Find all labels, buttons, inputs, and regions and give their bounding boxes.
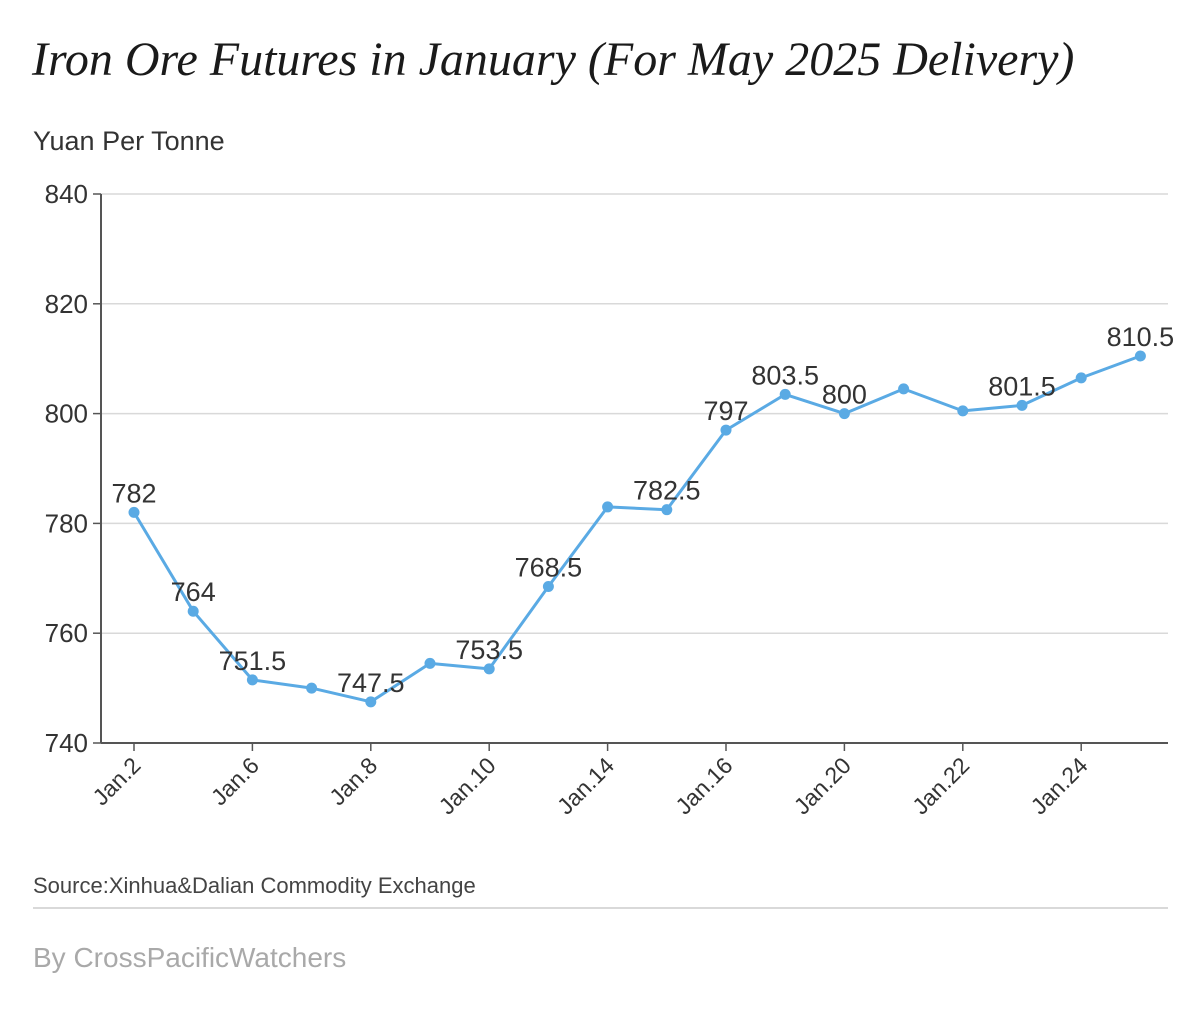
y-tick-label: 780	[45, 508, 88, 538]
series-line	[128, 350, 1146, 708]
data-point	[898, 383, 910, 395]
y-tick-label: 760	[45, 618, 88, 648]
data-label: 800	[822, 380, 867, 410]
data-point	[246, 674, 258, 686]
data-label: 768.5	[515, 553, 583, 583]
series-path	[132, 354, 1142, 704]
source-note: Source:Xinhua&Dalian Commodity Exchange	[33, 873, 476, 898]
data-point	[306, 682, 318, 694]
x-tick-label: Jan.10	[434, 752, 501, 819]
chart-title: Iron Ore Futures in January (For May 202…	[32, 33, 1075, 86]
x-tick-label: Jan.16	[670, 752, 737, 819]
data-label: 810.5	[1107, 322, 1175, 352]
data-point	[365, 696, 377, 708]
x-tick-label: Jan.6	[206, 752, 264, 810]
data-label: 764	[171, 577, 216, 607]
data-label: 751.5	[219, 646, 287, 676]
x-tick-label: Jan.22	[907, 752, 974, 819]
y-tick-label: 820	[45, 289, 88, 319]
x-tick-label: Jan.20	[789, 752, 856, 819]
line-chart: 740 760 780 800 820 840 Jan.2 Jan.6 Jan.8 Jan.10 J…	[45, 179, 1175, 819]
data-label: 747.5	[337, 668, 405, 698]
data-label: 782.5	[633, 476, 701, 506]
data-point	[1016, 399, 1028, 411]
axes: 740 760 780 800 820 840 Jan.2 Jan.6 Jan.8 Jan.10 J…	[45, 179, 1168, 819]
data-point	[187, 605, 199, 617]
data-label: 782	[111, 478, 156, 508]
data-point	[661, 504, 673, 516]
data-point	[838, 408, 850, 420]
data-label: 801.5	[988, 371, 1056, 401]
data-point	[957, 405, 969, 417]
data-point	[720, 424, 732, 436]
gridlines	[101, 193, 1168, 634]
x-tick-label: Jan.24	[1026, 752, 1093, 819]
data-label: 803.5	[751, 360, 819, 390]
y-tick-label: 800	[45, 399, 88, 429]
data-point	[779, 388, 791, 400]
y-axis-unit-label: Yuan Per Tonne	[33, 126, 225, 156]
data-point	[602, 501, 614, 513]
x-tick-label: Jan.8	[324, 752, 382, 810]
x-tick-label: Jan.2	[87, 752, 145, 810]
data-point	[424, 657, 436, 669]
data-point	[1075, 372, 1087, 384]
data-labels: 782764751.5747.5753.5768.5782.5797803.58…	[111, 322, 1174, 698]
data-point	[128, 506, 140, 518]
y-tick-label: 740	[45, 728, 88, 758]
x-tick-label: Jan.14	[552, 752, 619, 819]
data-label: 753.5	[455, 635, 523, 665]
footer-divider	[33, 907, 1168, 909]
data-point	[483, 663, 495, 675]
y-tick-label: 840	[45, 179, 88, 209]
data-point	[542, 581, 554, 593]
data-point	[1134, 350, 1146, 362]
data-label: 797	[703, 396, 748, 426]
byline: By CrossPacificWatchers	[33, 942, 347, 973]
